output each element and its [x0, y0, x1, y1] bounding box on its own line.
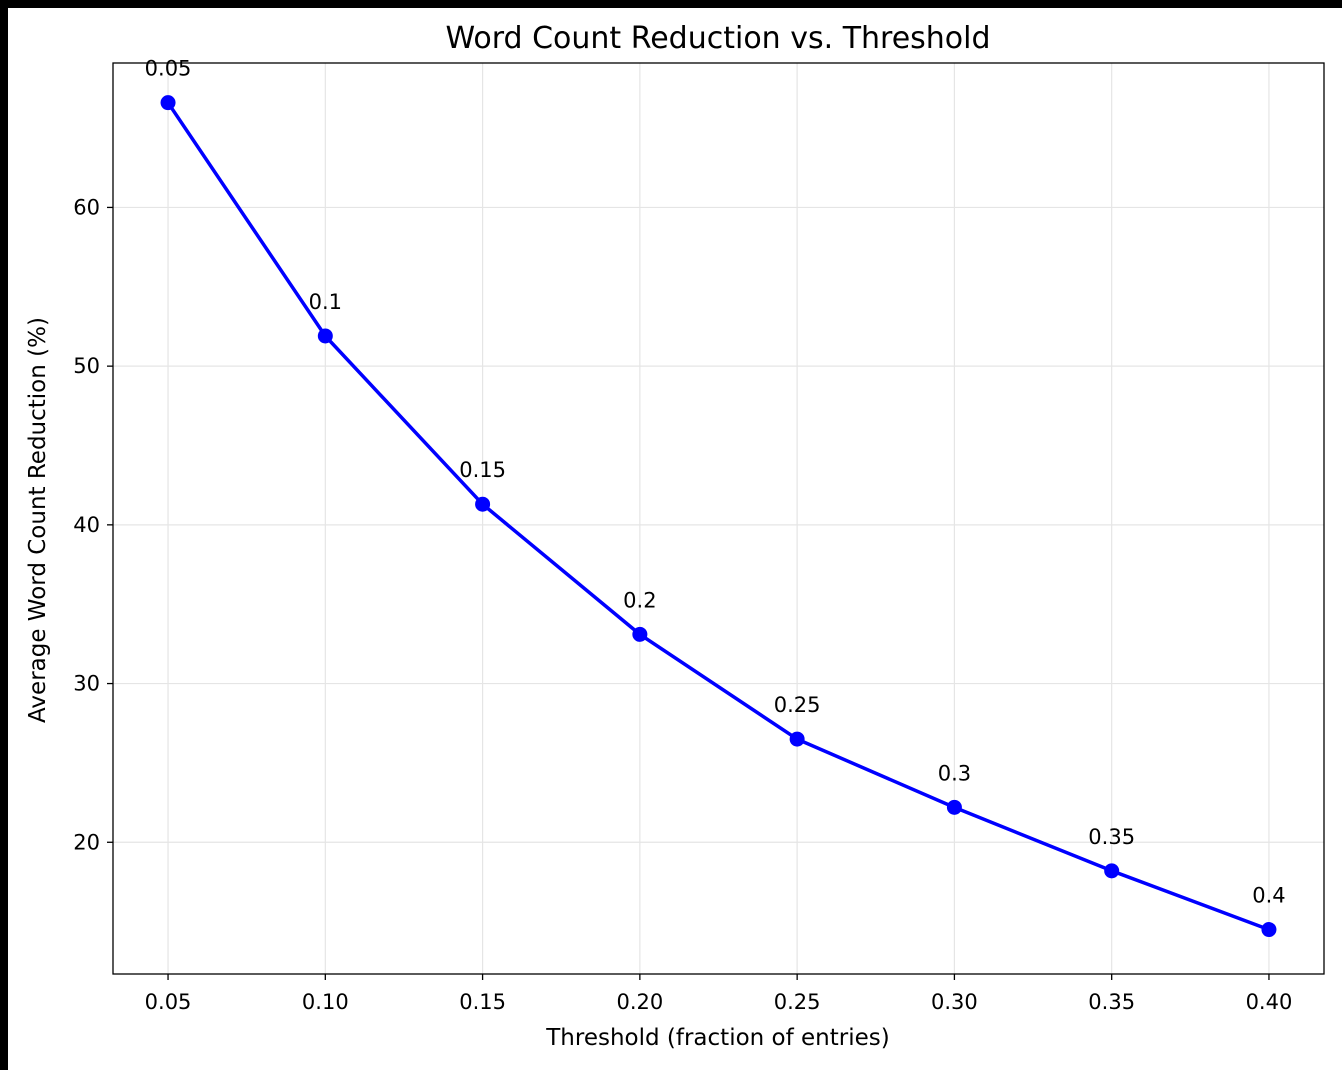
data-point — [632, 626, 648, 642]
y-tick-label: 30 — [73, 672, 100, 696]
chart-title: Word Count Reduction vs. Threshold — [445, 21, 990, 56]
data-point — [1104, 863, 1120, 879]
data-point — [946, 799, 962, 815]
y-axis-label: Average Word Count Reduction (%) — [25, 317, 51, 723]
data-point-label: 0.1 — [309, 290, 342, 314]
data-point-label: 0.05 — [145, 57, 192, 81]
figure-background — [8, 8, 1342, 1070]
series-line — [166, 101, 1270, 932]
data-point-label: 0.2 — [623, 588, 656, 612]
plot-area — [112, 62, 1325, 975]
data-point — [160, 95, 176, 111]
data-point-label: 0.35 — [1088, 825, 1135, 849]
data-labels: 0.05 0.1 0.15 0.2 0.25 0.3 0.35 0.4 — [145, 57, 1286, 908]
x-tick-label: 0.35 — [1088, 990, 1135, 1014]
data-point — [317, 328, 333, 344]
grid — [113, 63, 1324, 974]
y-tick-label: 20 — [73, 830, 100, 854]
y-tick-label: 60 — [73, 195, 100, 219]
y-tick-label: 40 — [73, 513, 100, 537]
x-tick-label: 0.20 — [616, 990, 663, 1014]
x-axis-label: Threshold (fraction of entries) — [545, 1025, 889, 1051]
data-point-label: 0.4 — [1252, 884, 1285, 908]
x-tick-label: 0.15 — [459, 990, 506, 1014]
data-point — [789, 731, 805, 747]
data-point — [1261, 922, 1277, 938]
data-point — [475, 496, 491, 512]
x-tick-label: 0.10 — [302, 990, 349, 1014]
x-tick-label: 0.05 — [145, 990, 192, 1014]
data-point-label: 0.25 — [774, 693, 821, 717]
x-tick-label: 0.40 — [1246, 990, 1293, 1014]
x-tick-label: 0.30 — [931, 990, 978, 1014]
axis-ticks: 0.05 0.10 0.15 0.20 0.25 0.30 0.35 0.40 20 30 40 50… — [73, 195, 1292, 1014]
x-tick-label: 0.25 — [774, 990, 821, 1014]
data-point-label: 0.3 — [938, 761, 971, 785]
data-series — [160, 95, 1277, 938]
y-tick-label: 50 — [73, 354, 100, 378]
data-point-label: 0.15 — [459, 458, 506, 482]
